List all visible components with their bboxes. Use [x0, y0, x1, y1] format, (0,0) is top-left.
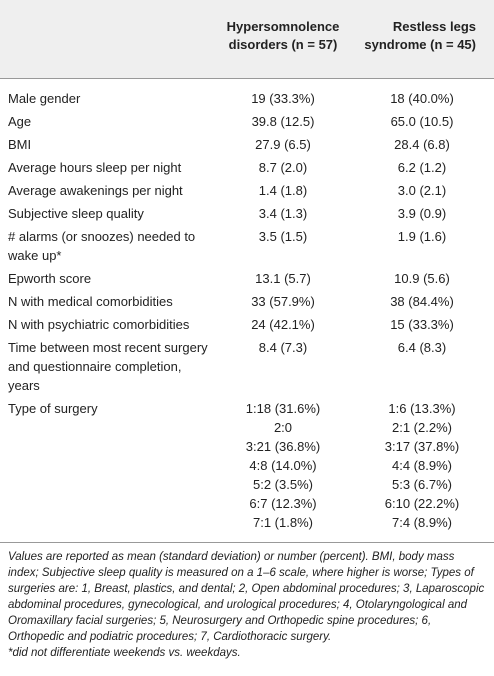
cell: 13.1 (5.7) — [255, 271, 311, 286]
cell: Age — [8, 114, 32, 129]
cell-line: 4:8 (14.0%) — [249, 458, 317, 473]
cell: 1.9 (1.6) — [397, 229, 447, 244]
cell: 8.7 (2.0) — [258, 160, 308, 175]
table-body: Male gender 19 (33.3%) 18 (40.0%) Age 39.8 (… — [0, 79, 494, 543]
cell-line: 1:6 (13.3%) — [388, 401, 456, 416]
cell-line: 5:3 (6.7%) — [392, 477, 452, 492]
cell: 6.2 (1.2) — [397, 160, 447, 175]
cell: 1.4 (1.8) — [258, 183, 308, 198]
header-cell: Hypersomnolence disorders (n = 57) — [216, 0, 350, 79]
cell: # alarms (or snoozes) needed to wake up* — [8, 229, 196, 263]
cell: Average hours sleep per night — [8, 160, 182, 175]
cell: 3.4 (1.3) — [258, 206, 308, 221]
cell-line: 4:4 (8.9%) — [392, 458, 452, 473]
footnote: Values are reported as mean (standard de… — [8, 551, 485, 643]
table-row: Average awakenings per night 1.4 (1.8) 3.0… — [0, 179, 494, 202]
cell: BMI — [8, 137, 32, 152]
cell: 33 (57.9%) — [251, 294, 315, 309]
table-row: N with psychiatric comorbidities 24 (42.1… — [0, 313, 494, 336]
cell: 3.9 (0.9) — [397, 206, 447, 221]
cell: 27.9 (6.5) — [255, 137, 311, 152]
cell-line: 1:18 (31.6%) — [245, 401, 321, 416]
cell: Time between most recent surgery and que… — [8, 340, 208, 393]
table-row: Type of surgery 1:18 (31.6%) 2:0 3:21 (36.8… — [0, 397, 494, 543]
cell: 65.0 (10.5) — [390, 114, 454, 129]
cell: 8.4 (7.3) — [258, 340, 308, 355]
cell: 3.0 (2.1) — [397, 183, 447, 198]
footnote: *did not differentiate weekends vs. week… — [8, 647, 241, 659]
cell: N with psychiatric comorbidities — [8, 317, 190, 332]
cell: 15 (33.3%) — [390, 317, 454, 332]
cell-line: 5:2 (3.5%) — [253, 477, 313, 492]
cell: 3.5 (1.5) — [258, 229, 308, 244]
table-row: N with medical comorbidities 33 (57.9%) 38… — [0, 290, 494, 313]
cell: 10.9 (5.6) — [394, 271, 450, 286]
cell: N with medical comorbidities — [8, 294, 173, 309]
cell-line: 6:7 (12.3%) — [249, 496, 317, 511]
cell: Type of surgery — [8, 401, 98, 416]
table-row: Age 39.8 (12.5) 65.0 (10.5) — [0, 110, 494, 133]
table-row: Subjective sleep quality 3.4 (1.3) 3.9 (0.… — [0, 202, 494, 225]
cell: 38 (84.4%) — [390, 294, 454, 309]
table-row: Average hours sleep per night 8.7 (2.0) 6.… — [0, 156, 494, 179]
data-table: Hypersomnolence disorders (n = 57) Restle… — [0, 0, 494, 543]
cell: 39.8 (12.5) — [251, 114, 315, 129]
table-row: # alarms (or snoozes) needed to wake up*… — [0, 225, 494, 267]
header-cell — [0, 0, 216, 79]
cell: 24 (42.1%) — [251, 317, 315, 332]
cell: Male gender — [8, 91, 81, 106]
cell-line: 3:21 (36.8%) — [245, 439, 321, 454]
cell: Subjective sleep quality — [8, 206, 144, 221]
cell: 1:18 (31.6%) 2:0 3:21 (36.8%) 4:8 (14.0%) 5:… — [216, 397, 350, 543]
header-row: Hypersomnolence disorders (n = 57) Restle… — [0, 0, 494, 79]
cell: 1:6 (13.3%) 2:1 (2.2%) 3:17 (37.8%) 4:4 (8.… — [350, 397, 494, 543]
table-row: BMI 27.9 (6.5) 28.4 (6.8) — [0, 133, 494, 156]
cell-line: 2:1 (2.2%) — [392, 420, 452, 435]
cell: Average awakenings per night — [8, 183, 183, 198]
cell-line: 3:17 (37.8%) — [384, 439, 460, 454]
footnotes: Values are reported as mean (standard de… — [0, 543, 494, 667]
table-row: Time between most recent surgery and que… — [0, 336, 494, 397]
cell-line: 7:1 (1.8%) — [253, 515, 313, 530]
cell: Epworth score — [8, 271, 92, 286]
header-cell: Restless legs syndrome (n = 45) — [350, 0, 494, 79]
cell-line: 6:10 (22.2%) — [384, 496, 460, 511]
cell-line: 7:4 (8.9%) — [392, 515, 452, 530]
cell: 19 (33.3%) — [251, 91, 315, 106]
cell: 28.4 (6.8) — [394, 137, 450, 152]
table-row: Epworth score 13.1 (5.7) 10.9 (5.6) — [0, 267, 494, 290]
table-row: Male gender 19 (33.3%) 18 (40.0%) — [0, 79, 494, 111]
cell: 6.4 (8.3) — [397, 340, 447, 355]
cell: 18 (40.0%) — [390, 91, 454, 106]
cell-line: 2:0 — [273, 420, 293, 435]
